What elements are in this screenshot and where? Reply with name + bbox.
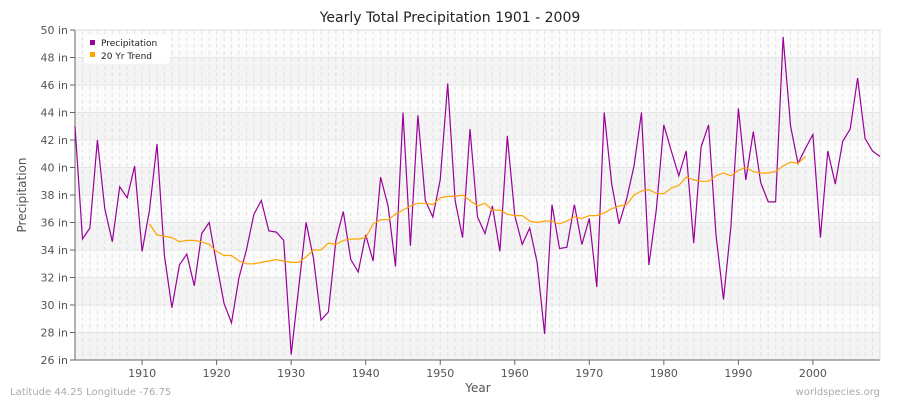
x-tick-label: 1950	[426, 367, 454, 380]
y-tick-label: 50 in	[40, 24, 68, 37]
chart-title: Yearly Total Precipitation 1901 - 2009	[319, 10, 581, 26]
x-axis-label: Year	[464, 381, 490, 395]
x-tick-label: 1980	[650, 367, 678, 380]
y-tick-label: 34 in	[40, 244, 68, 257]
y-tick-label: 44 in	[40, 107, 68, 120]
legend-label-trend: 20 Yr Trend	[101, 52, 152, 62]
legend-swatch-precipitation	[90, 40, 95, 45]
x-tick-label: 1910	[128, 367, 156, 380]
y-tick-label: 42 in	[40, 134, 68, 147]
y-tick-label: 36 in	[40, 217, 68, 230]
y-tick-label: 40 in	[40, 162, 68, 175]
y-axis-label: Precipitation	[15, 157, 29, 232]
x-tick-label: 1940	[352, 367, 380, 380]
precipitation-line	[74, 36, 881, 355]
y-tick-label: 32 in	[40, 272, 68, 285]
x-tick-label: 1960	[501, 367, 529, 380]
legend-swatch-trend	[90, 52, 95, 57]
footer-location: Latitude 44.25 Longitude -76.75	[10, 387, 171, 398]
y-tick-label: 30 in	[40, 299, 68, 312]
y-tick-label: 38 in	[40, 189, 68, 202]
x-tick-label: 1930	[277, 367, 305, 380]
legend-label-precipitation: Precipitation	[101, 39, 157, 49]
legend: Precipitation 20 Yr Trend	[84, 35, 170, 64]
x-tick-label: 1920	[203, 367, 231, 380]
x-tick-label: 1970	[575, 367, 603, 380]
x-tick-label: 1990	[724, 367, 752, 380]
footer-source: worldspecies.org	[796, 387, 880, 398]
y-tick-label: 26 in	[40, 354, 68, 367]
y-tick-label: 28 in	[40, 327, 68, 340]
trend-line	[149, 156, 806, 265]
y-tick-label: 46 in	[40, 79, 68, 92]
y-tick-label: 48 in	[40, 52, 68, 65]
x-tick-label: 2000	[799, 367, 827, 380]
